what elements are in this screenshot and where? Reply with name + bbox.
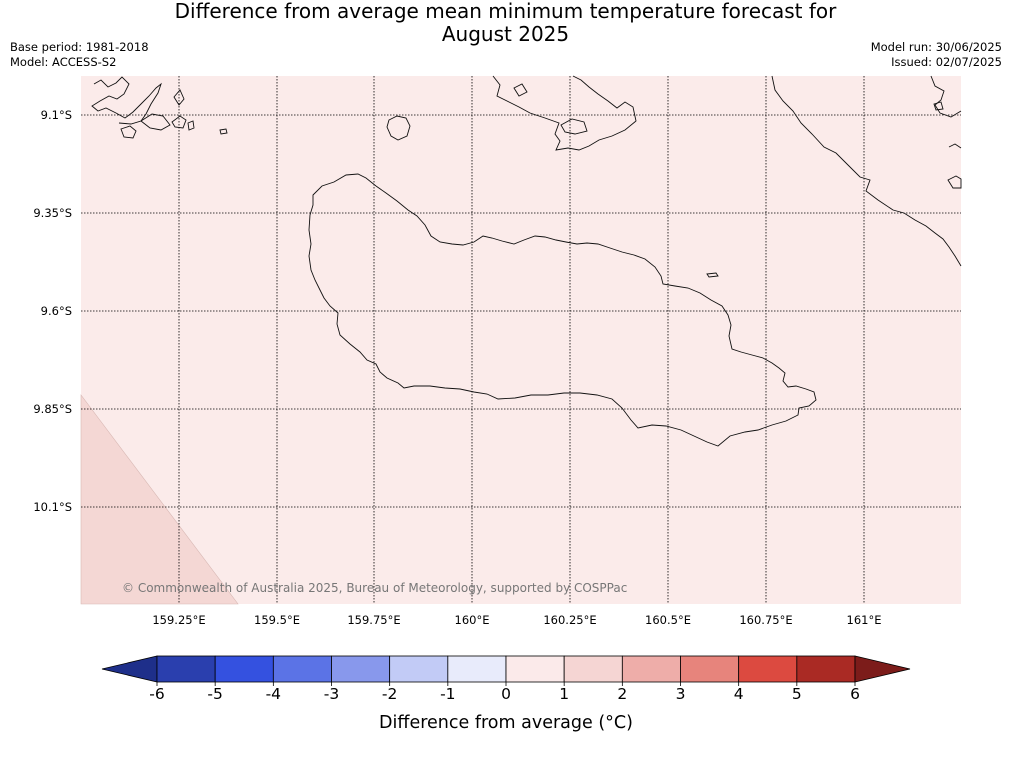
- colorbar-tick-label: -4: [266, 685, 281, 703]
- lon-label: 161°E: [847, 613, 882, 627]
- colorbar-segment: [738, 655, 798, 683]
- coastline-top-center-islet: [560, 118, 588, 135]
- lon-label: 159.75°E: [347, 613, 400, 627]
- base-period: Base period: 1981-2018: [10, 40, 149, 54]
- coastline-top-right-islet: [947, 175, 962, 189]
- colorbar-extension-low: [101, 655, 158, 683]
- coastline-top-left: [91, 76, 162, 125]
- issued-date: Issued: 02/07/2025: [891, 55, 1002, 69]
- colorbar-extension-high: [854, 655, 911, 683]
- colorbar-segment: [156, 655, 216, 683]
- warm-anomaly-region: [80, 394, 239, 605]
- colorbar-segment: [214, 655, 274, 683]
- colorbar-tick-label: -6: [149, 685, 164, 703]
- gridlines: [81, 76, 961, 604]
- colorbar-segment: [447, 655, 507, 683]
- lon-label: 160°E: [455, 613, 490, 627]
- coastline-main-island: [308, 173, 817, 447]
- lon-label: 160.5°E: [645, 613, 691, 627]
- colorbar-segment: [796, 655, 856, 683]
- colorbar-segment: [621, 655, 681, 683]
- copyright-note: © Commonwealth of Australia 2025, Bureau…: [122, 581, 627, 595]
- map-panel: © Commonwealth of Australia 2025, Bureau…: [80, 75, 962, 605]
- lon-labels: 159.25°E 159.5°E 159.75°E 160°E 160.25°E…: [152, 613, 881, 627]
- coastline-top-right: [771, 75, 962, 267]
- lon-label: 159.25°E: [152, 613, 205, 627]
- colorbar-tick-label: 2: [617, 685, 627, 703]
- coastline-islet: [706, 272, 719, 278]
- colorbar-tick-label: 5: [792, 685, 802, 703]
- colorbar-tick-label: -3: [324, 685, 339, 703]
- colorbar-tick-label: 3: [676, 685, 686, 703]
- coastline-top-center-islet: [513, 83, 528, 97]
- colorbar-tick-label: -5: [207, 685, 222, 703]
- colorbar-tick-label: -1: [440, 685, 455, 703]
- coastline-top-left-islet: [187, 120, 195, 131]
- coastline-top-left-islet: [120, 125, 137, 139]
- colorbar-segment: [505, 655, 565, 683]
- coastlines: [91, 75, 962, 447]
- lat-label: 9.35°S: [33, 206, 72, 220]
- lon-label: 160.25°E: [543, 613, 596, 627]
- meta-left: Base period: 1981-2018 Model: ACCESS-S2: [10, 40, 149, 70]
- model-run: Model run: 30/06/2025: [870, 40, 1002, 54]
- colorbar-tick-label: 1: [559, 685, 569, 703]
- meta-right: Model run: 30/06/2025 Issued: 02/07/2025: [871, 40, 1002, 70]
- coastline-top-center: [492, 75, 637, 151]
- coastline-top-left-islet: [171, 115, 187, 129]
- colorbar: -6 -5 -4 -3 -2 -1 0 1 2 3 4 5 6 Difference from aver…: [101, 655, 911, 733]
- model-name: Model: ACCESS-S2: [10, 55, 117, 69]
- coastline-top-left-islet: [140, 113, 171, 131]
- lon-label: 160.75°E: [739, 613, 792, 627]
- colorbar-segment: [272, 655, 332, 683]
- map-background: [81, 76, 961, 604]
- title-line-2: August 2025: [441, 22, 570, 46]
- colorbar-segment: [680, 655, 740, 683]
- lat-label: 10.1°S: [33, 500, 72, 514]
- lon-label: 159.5°E: [254, 613, 300, 627]
- colorbar-tick-label: -2: [382, 685, 397, 703]
- title-line-1: Difference from average mean minimum tem…: [174, 0, 837, 23]
- coastline-islet: [386, 115, 411, 141]
- colorbar-tick-label: 6: [850, 685, 860, 703]
- colorbar-segment: [563, 655, 623, 683]
- coastline-islet: [219, 128, 228, 135]
- colorbar-segment: [389, 655, 449, 683]
- coastline-top-right-islet: [933, 101, 944, 111]
- lat-label: 9.6°S: [41, 304, 72, 318]
- colorbar-tick-label: 0: [501, 685, 511, 703]
- colorbar-segment: [331, 655, 391, 683]
- lat-label: 9.1°S: [41, 108, 72, 122]
- lat-labels: 9.1°S 9.35°S 9.6°S 9.85°S 10.1°S: [33, 108, 72, 514]
- coastline-top-left-islet: [173, 89, 185, 106]
- lat-label: 9.85°S: [33, 402, 72, 416]
- colorbar-tick-label: 4: [734, 685, 744, 703]
- colorbar-label: Difference from average (°C): [379, 713, 633, 733]
- coastline-top-right-islet: [948, 143, 962, 149]
- colorbar-segments: [101, 655, 911, 683]
- chart-title: Difference from average mean minimum tem…: [0, 0, 1011, 46]
- colorbar-ticks: -6 -5 -4 -3 -2 -1 0 1 2 3 4 5 6: [149, 682, 860, 703]
